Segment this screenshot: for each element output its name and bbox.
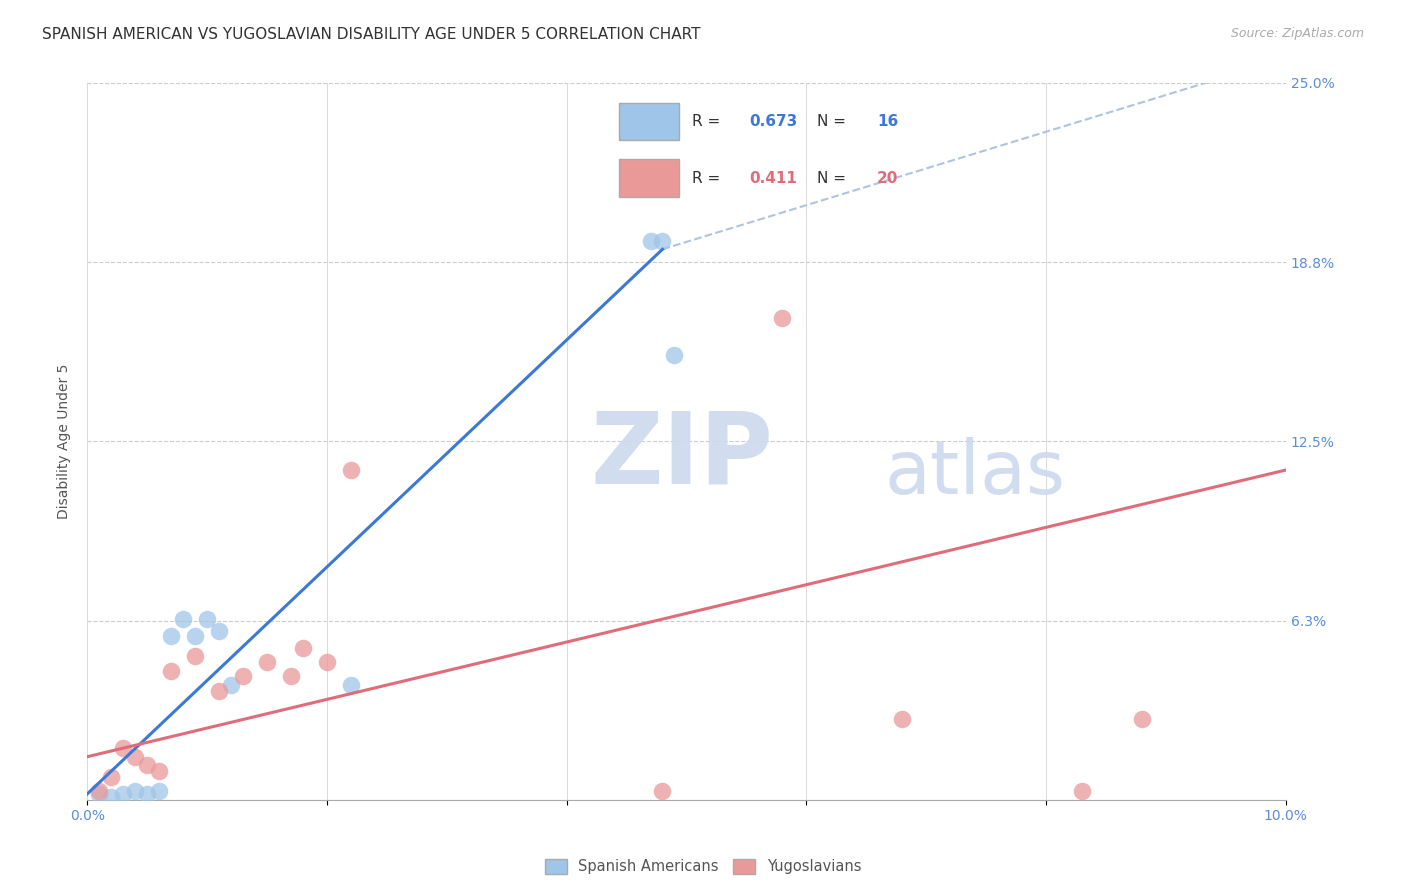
Text: atlas: atlas bbox=[884, 437, 1066, 510]
Point bbox=[219, 678, 242, 692]
Point bbox=[100, 770, 122, 784]
Point bbox=[291, 640, 314, 655]
Point bbox=[651, 234, 673, 248]
Point bbox=[208, 624, 231, 638]
Text: ZIP: ZIP bbox=[591, 407, 773, 504]
Point bbox=[124, 749, 146, 764]
Point bbox=[148, 784, 170, 798]
Point bbox=[148, 764, 170, 778]
Point bbox=[340, 678, 363, 692]
Point bbox=[136, 787, 159, 801]
Point bbox=[280, 669, 302, 683]
Point bbox=[891, 713, 914, 727]
Point bbox=[195, 612, 218, 626]
Point bbox=[160, 664, 183, 678]
Point bbox=[184, 629, 207, 643]
Point bbox=[640, 234, 662, 248]
Point bbox=[89, 784, 111, 798]
Point bbox=[651, 784, 673, 798]
Point bbox=[124, 784, 146, 798]
Point bbox=[112, 741, 135, 756]
Point bbox=[100, 789, 122, 804]
Point bbox=[136, 758, 159, 772]
Point bbox=[664, 348, 686, 362]
Point bbox=[315, 655, 337, 669]
Point bbox=[160, 629, 183, 643]
Point bbox=[184, 649, 207, 664]
Text: Source: ZipAtlas.com: Source: ZipAtlas.com bbox=[1230, 27, 1364, 40]
Point bbox=[1071, 784, 1094, 798]
Legend: Spanish Americans, Yugoslavians: Spanish Americans, Yugoslavians bbox=[538, 853, 868, 880]
Point bbox=[232, 669, 254, 683]
Point bbox=[112, 787, 135, 801]
Text: SPANISH AMERICAN VS YUGOSLAVIAN DISABILITY AGE UNDER 5 CORRELATION CHART: SPANISH AMERICAN VS YUGOSLAVIAN DISABILI… bbox=[42, 27, 700, 42]
Point bbox=[1130, 713, 1153, 727]
Point bbox=[208, 683, 231, 698]
Point bbox=[340, 463, 363, 477]
Y-axis label: Disability Age Under 5: Disability Age Under 5 bbox=[58, 364, 72, 519]
Point bbox=[770, 311, 793, 326]
Point bbox=[172, 612, 194, 626]
Point bbox=[256, 655, 278, 669]
Point bbox=[89, 787, 111, 801]
